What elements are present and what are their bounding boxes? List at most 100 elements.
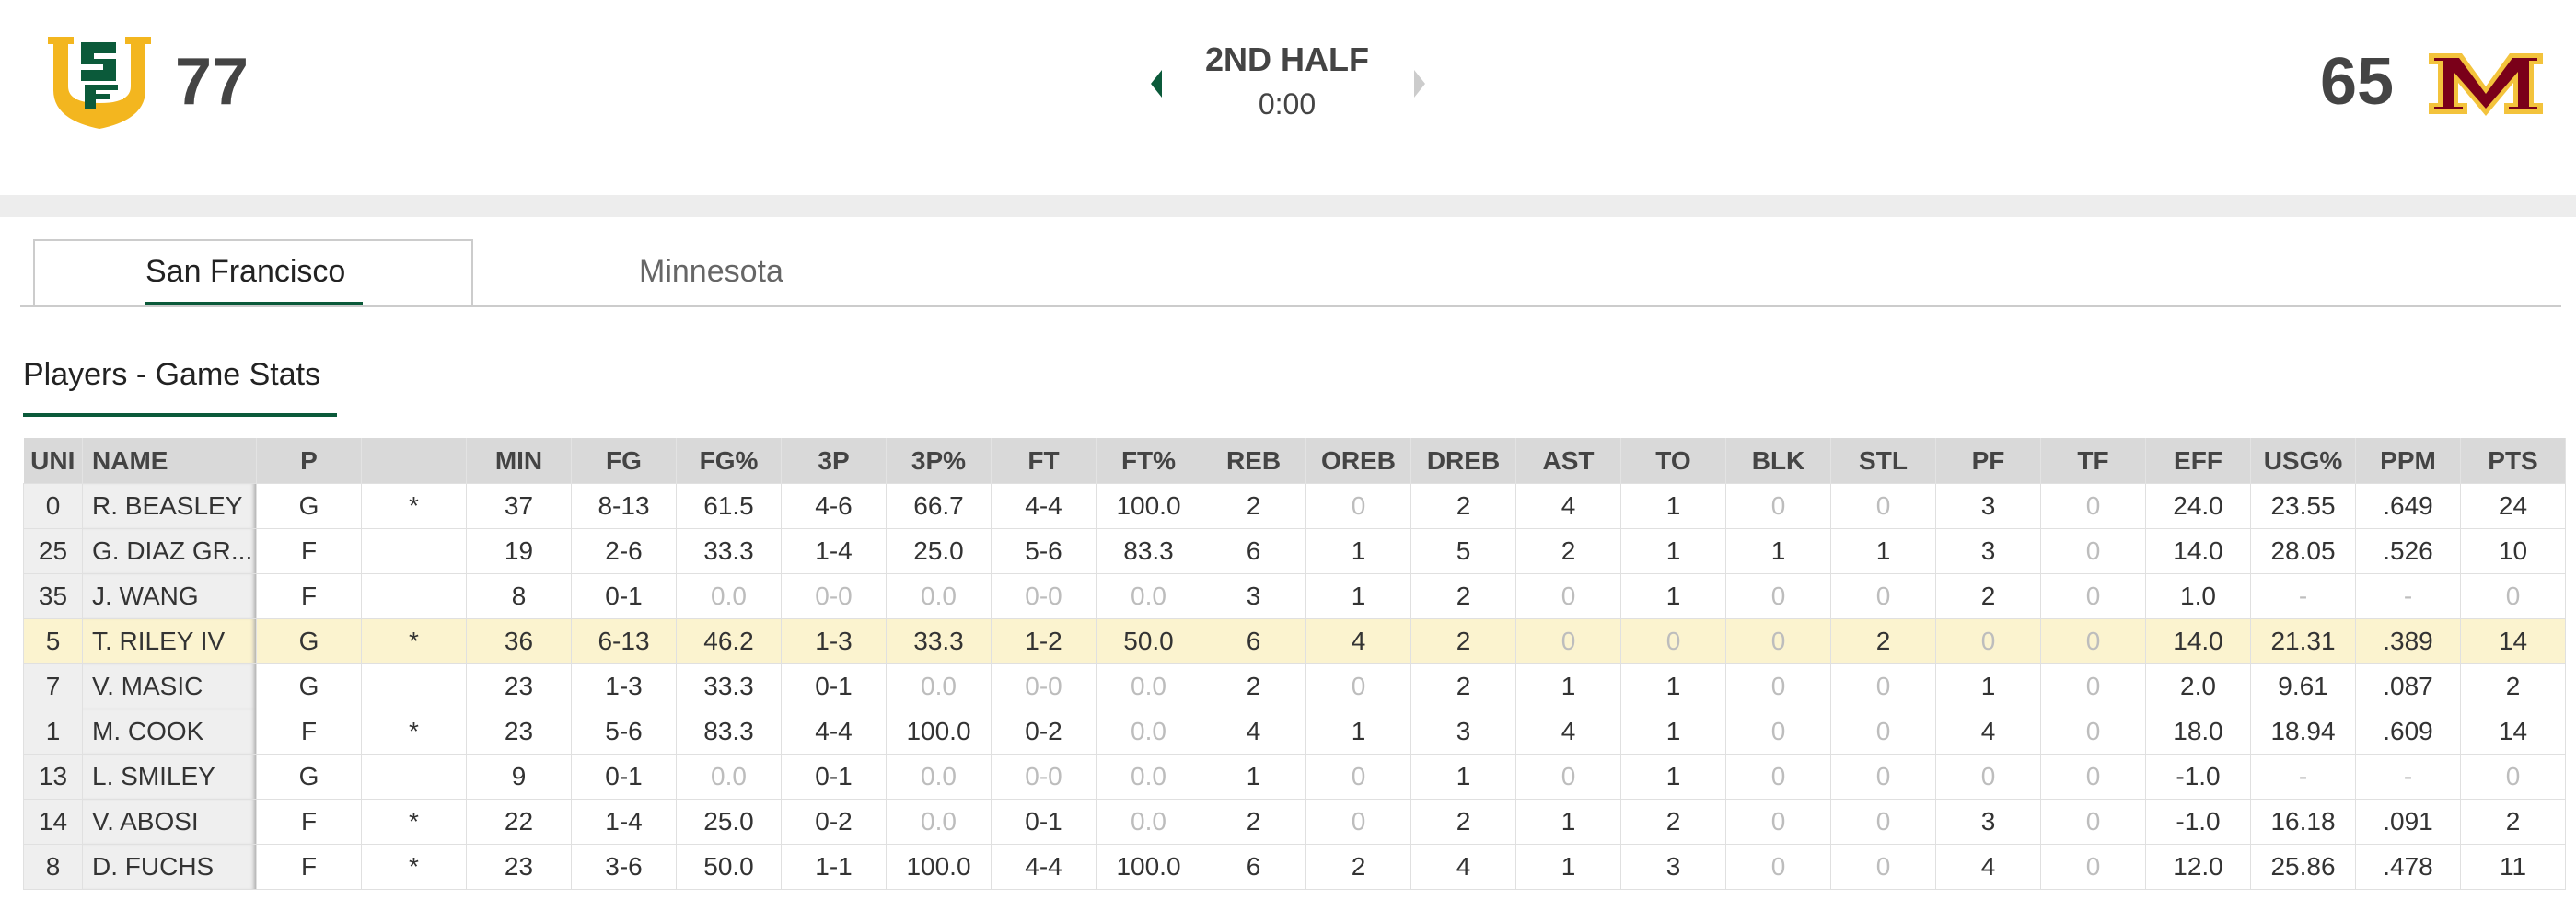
stat-cell: .478 [2355, 844, 2461, 890]
stat-cell: 25.0 [676, 799, 782, 845]
stat-cell: 0 [2040, 844, 2146, 890]
player-row: 5 T. RILEY IV G * 36 6-13 46.2 1-3 33.3 1-2 50.0 6 4… [23, 618, 2566, 664]
stat-cell: 0-0 [991, 754, 1097, 800]
stat-cell: 9.61 [2250, 663, 2356, 709]
tab-label[interactable]: Minnesota [639, 254, 783, 289]
stat-cell: 1 [1620, 483, 1726, 529]
stat-cell: 50.0 [676, 844, 782, 890]
stat-cell: 23 [466, 844, 572, 890]
stat-cell: - [2250, 754, 2356, 800]
column-header: FG [571, 438, 677, 484]
stat-cell: R. BEASLEY [82, 483, 257, 529]
stat-cell: 25 [23, 528, 83, 574]
column-header: REB [1201, 438, 1306, 484]
stat-cell: 4 [1410, 844, 1516, 890]
stat-cell: 1 [1410, 754, 1516, 800]
stat-cell: 66.7 [886, 483, 992, 529]
stat-cell: 0 [1725, 663, 1831, 709]
tab-line [20, 305, 2561, 307]
stat-cell: 28.05 [2250, 528, 2356, 574]
player-row: 35 J. WANG F 8 0-1 0.0 0-0 0.0 0-0 0.0 3 1 2 0 1 0 0 2 0 1.… [23, 573, 2566, 619]
stat-cell: 2 [1201, 799, 1306, 845]
stat-cell: 21.31 [2250, 618, 2356, 664]
player-row: 8 D. FUCHS F * 23 3-6 50.0 1-1 100.0 4-4 100.0 6 2 4 1… [23, 844, 2566, 890]
stat-cell: 5-6 [571, 709, 677, 755]
stat-cell: 23 [466, 663, 572, 709]
section-title: Players - Game Stats [23, 357, 321, 392]
stat-cell: 0-2 [991, 709, 1097, 755]
stat-cell: * [361, 709, 467, 755]
stat-cell: 2 [1201, 483, 1306, 529]
stat-cell: 61.5 [676, 483, 782, 529]
stat-cell: 4 [1515, 483, 1621, 529]
stat-cell: 0-1 [991, 799, 1097, 845]
stat-cell: G. DIAZ GR... [82, 528, 257, 574]
stat-cell: 2 [1620, 799, 1726, 845]
stat-cell: * [361, 618, 467, 664]
column-header: TF [2040, 438, 2146, 484]
stat-cell: T. RILEY IV [82, 618, 257, 664]
stat-cell: 1 [1620, 709, 1726, 755]
stat-cell: 0 [1830, 483, 1936, 529]
stat-cell: 2 [1410, 799, 1516, 845]
stat-cell: 0-1 [781, 663, 887, 709]
stat-cell: 0 [1305, 483, 1411, 529]
stat-cell: 100.0 [886, 709, 992, 755]
stat-cell: 0 [1830, 573, 1936, 619]
stat-cell: G [256, 483, 362, 529]
tab-label[interactable]: San Francisco [145, 254, 346, 289]
stat-cell: 8-13 [571, 483, 677, 529]
stat-cell: 0.0 [676, 754, 782, 800]
next-arrow[interactable] [1410, 68, 1429, 99]
stat-cell: G [256, 618, 362, 664]
stat-cell: 0 [1305, 663, 1411, 709]
column-header: DREB [1410, 438, 1516, 484]
stat-cell: 0 [1305, 754, 1411, 800]
prev-arrow[interactable] [1147, 68, 1166, 99]
stat-cell: 0 [2460, 573, 2566, 619]
stat-cell: 7 [23, 663, 83, 709]
stat-cell: 0 [2040, 709, 2146, 755]
period: 2ND HALF [1205, 40, 1369, 78]
column-header: PF [1935, 438, 2041, 484]
stat-cell: - [2355, 754, 2461, 800]
stat-cell: F [256, 573, 362, 619]
stat-cell: 1-2 [991, 618, 1097, 664]
stat-cell: 50.0 [1096, 618, 1201, 664]
stat-cell: 1 [1305, 573, 1411, 619]
stat-cell: 1 [1620, 754, 1726, 800]
stat-cell: 24.0 [2145, 483, 2251, 529]
stat-cell: 14 [23, 799, 83, 845]
stat-cell: 0 [2040, 754, 2146, 800]
stat-cell: 24 [2460, 483, 2566, 529]
stat-cell: 18.94 [2250, 709, 2356, 755]
stat-cell: 23 [466, 709, 572, 755]
stat-cell: 19 [466, 528, 572, 574]
column-header: NAME [82, 438, 257, 484]
stat-cell: 14 [2460, 709, 2566, 755]
stat-cell: 1 [1620, 573, 1726, 619]
stat-cell: 2 [1515, 528, 1621, 574]
stat-cell: 11 [2460, 844, 2566, 890]
stat-cell: 1-3 [781, 618, 887, 664]
stat-cell: 36 [466, 618, 572, 664]
tab-active[interactable] [33, 239, 473, 305]
stat-cell: 0 [1935, 618, 2041, 664]
stat-cell: 1 [1620, 663, 1726, 709]
home-logo [48, 37, 151, 129]
stat-cell: 1-4 [571, 799, 677, 845]
stat-cell: 3 [1620, 844, 1726, 890]
stat-cell: 14.0 [2145, 528, 2251, 574]
stat-cell: 100.0 [1096, 483, 1201, 529]
column-header: FT% [1096, 438, 1201, 484]
stat-cell: 0.0 [1096, 663, 1201, 709]
stat-cell: 2 [2460, 663, 2566, 709]
column-header: OREB [1305, 438, 1411, 484]
stat-cell: 22 [466, 799, 572, 845]
stat-cell [361, 573, 467, 619]
away-logo [2429, 53, 2543, 116]
stat-cell: 0.0 [886, 573, 992, 619]
stat-cell: 1-1 [781, 844, 887, 890]
stat-cell: V. ABOSI [82, 799, 257, 845]
stat-cell: 0 [2040, 528, 2146, 574]
